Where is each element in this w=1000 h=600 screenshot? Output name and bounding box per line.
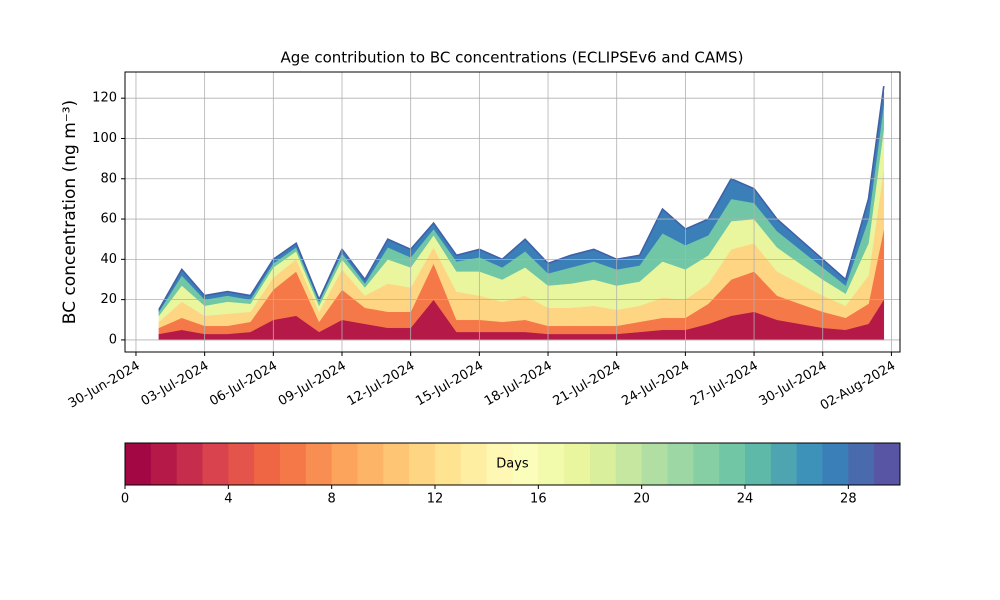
colorbar-swatch [254,443,281,485]
colorbar-swatch [435,443,462,485]
y-tick-label: 60 [100,212,117,227]
colorbar-swatch [822,443,849,485]
y-tick-label: 80 [100,171,117,186]
chart-title: Age contribution to BC concentrations (E… [281,49,744,67]
colorbar-swatch [796,443,823,485]
colorbar-swatch [176,443,203,485]
colorbar-swatch [280,443,307,485]
colorbar-swatch [693,443,720,485]
colorbar-swatch [305,443,333,485]
colorbar-swatch [512,443,539,485]
colorbar-tick-label: 8 [328,492,336,507]
colorbar-frame [124,442,901,486]
colorbar-swatch [719,443,746,485]
colorbar-tick-label: 16 [530,492,547,507]
colorbar-swatch [409,443,436,485]
colorbar-tick-label: 4 [224,492,232,507]
colorbar-tick-label: 12 [427,492,444,507]
colorbar-swatch [486,443,513,485]
colorbar-swatch [383,443,410,485]
colorbar-tick-label: 20 [633,492,650,507]
colorbar-swatch [615,443,643,485]
y-tick-label: 100 [92,131,117,146]
colorbar-swatch [538,443,565,485]
colorbar-swatch [460,443,488,485]
colorbar-swatch [331,443,358,485]
total-outline [158,85,885,311]
colorbar-swatch [641,443,668,485]
colorbar-swatch [202,443,229,485]
colorbar-swatch [564,443,591,485]
colorbar-swatch [848,443,875,485]
colorbar-swatch [125,443,152,485]
colorbar-tick-label: 0 [121,492,129,507]
y-tick-label: 120 [92,91,117,106]
colorbar-swatch [770,443,798,485]
colorbar-label: Days [496,457,529,472]
colorbar-tick-label: 24 [737,492,754,507]
colorbar-tick-label: 28 [840,492,857,507]
y-axis-label: BC concentration (ng m⁻³) [60,100,80,324]
colorbar-swatch [745,443,772,485]
colorbar-swatch [357,443,384,485]
y-tick-label: 40 [100,252,117,267]
colorbar-swatch [228,443,255,485]
colorbar-swatch [590,443,617,485]
plot-frame [124,71,901,353]
y-tick-label: 20 [100,292,117,307]
colorbar-swatch [667,443,694,485]
colorbar-swatch [150,443,178,485]
y-tick-label: 0 [109,332,117,347]
colorbar-swatch [874,443,901,485]
